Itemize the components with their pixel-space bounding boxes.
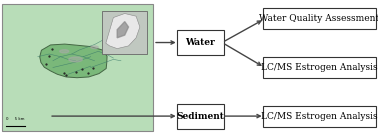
FancyBboxPatch shape <box>177 30 224 55</box>
Text: Water: Water <box>186 38 215 47</box>
Text: 0     5 km: 0 5 km <box>6 117 24 122</box>
FancyBboxPatch shape <box>263 8 376 29</box>
Circle shape <box>60 50 69 53</box>
Text: Sediment: Sediment <box>177 112 224 121</box>
Text: LC/MS Estrogen Analysis: LC/MS Estrogen Analysis <box>261 112 378 121</box>
FancyBboxPatch shape <box>2 4 153 131</box>
FancyBboxPatch shape <box>263 106 376 127</box>
Polygon shape <box>40 44 107 78</box>
Text: LC/MS Estrogen Analysis: LC/MS Estrogen Analysis <box>261 63 378 72</box>
FancyBboxPatch shape <box>177 104 224 129</box>
FancyBboxPatch shape <box>263 57 376 78</box>
Circle shape <box>69 57 82 62</box>
FancyBboxPatch shape <box>102 11 147 54</box>
Polygon shape <box>106 14 140 49</box>
Polygon shape <box>117 22 129 38</box>
Circle shape <box>91 46 98 49</box>
Text: Water Quality Assessment: Water Quality Assessment <box>259 14 378 23</box>
